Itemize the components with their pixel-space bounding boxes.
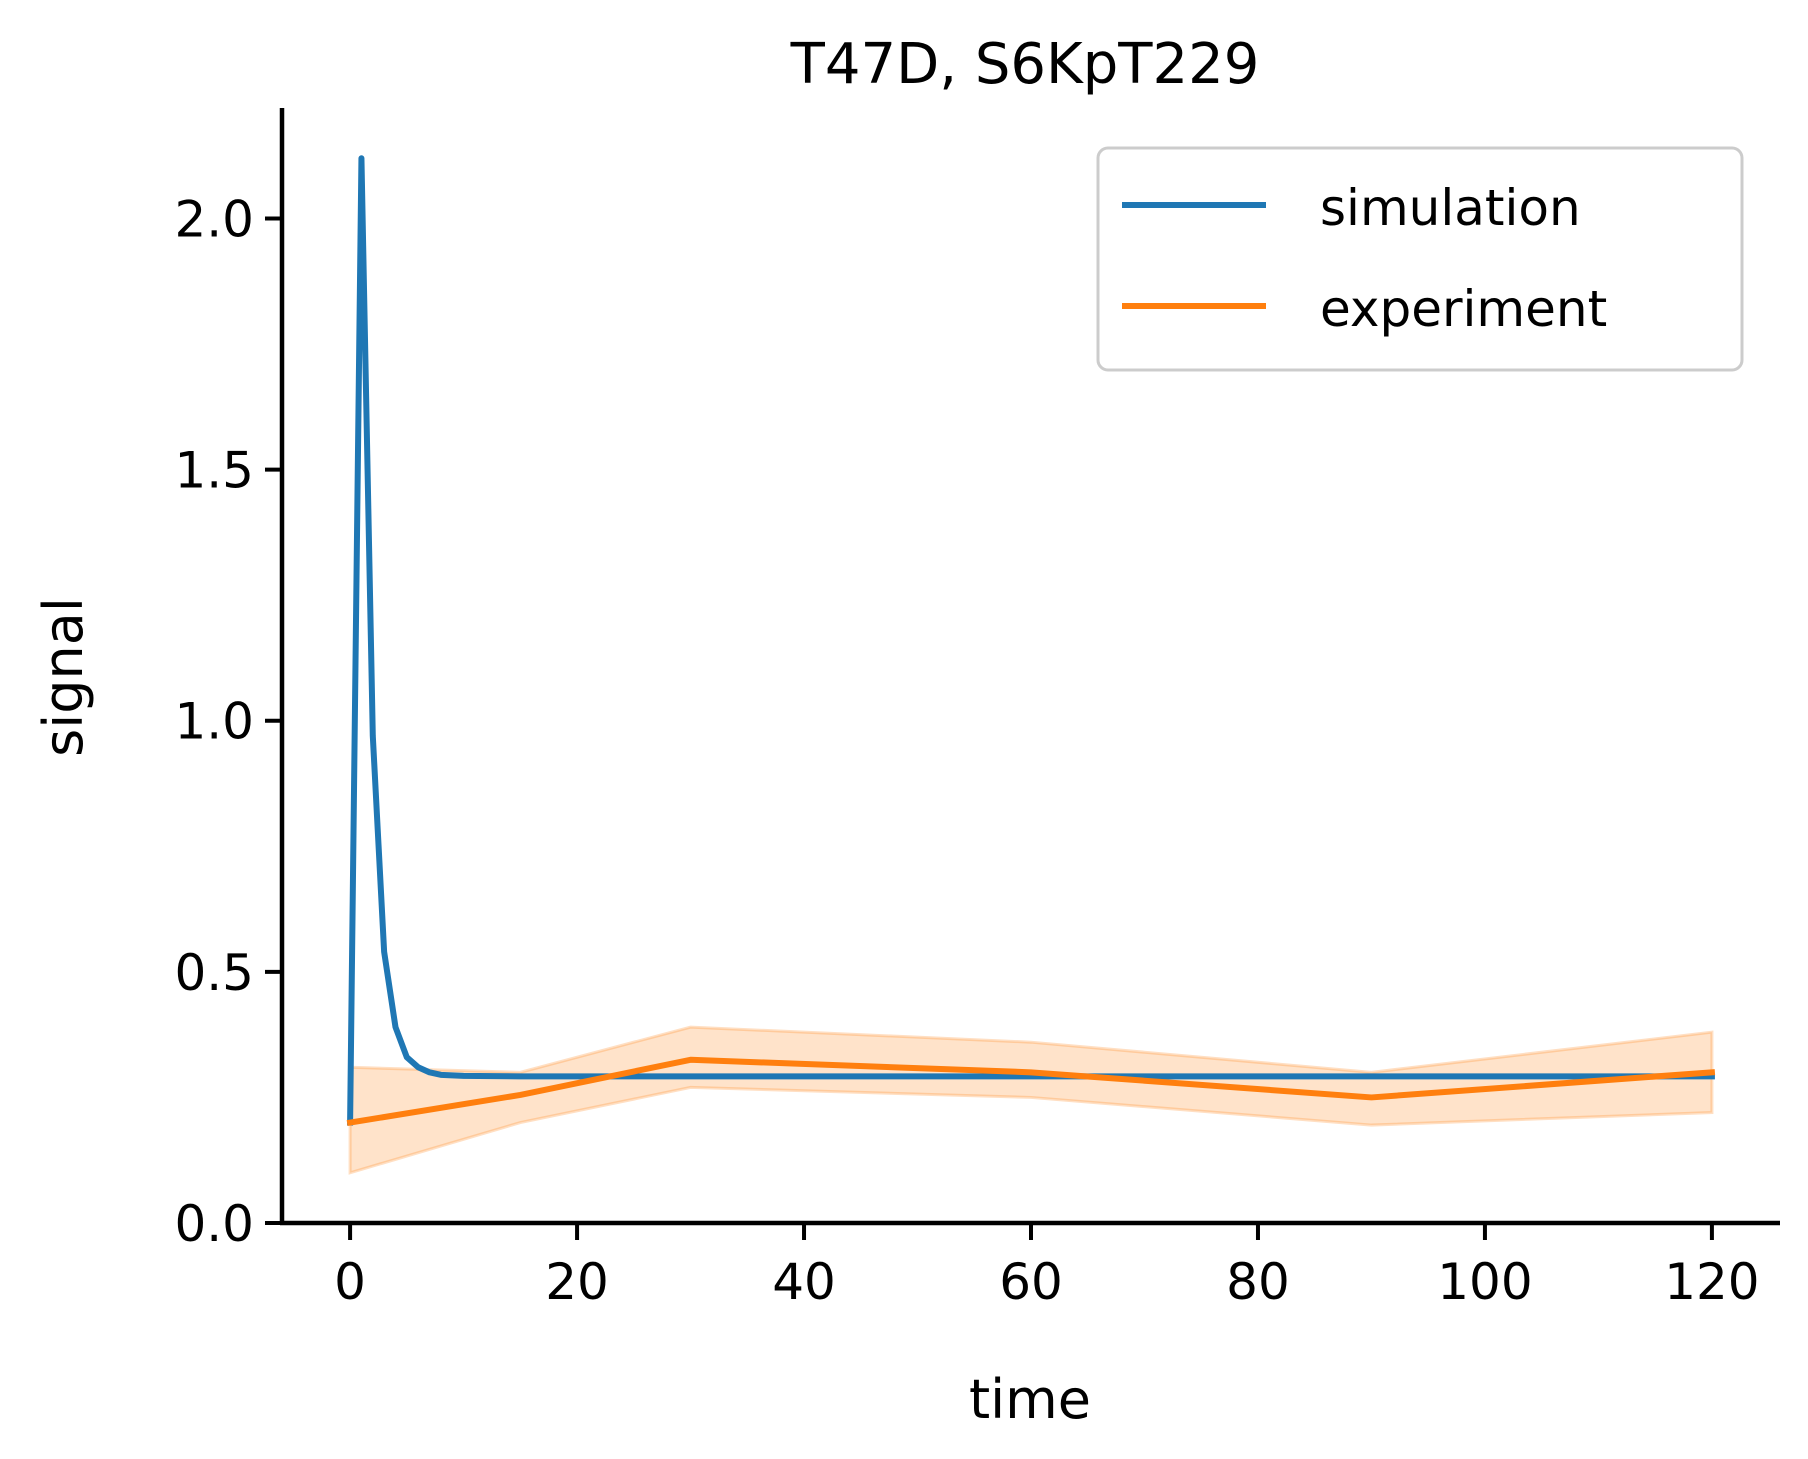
x-tick-label: 80: [1226, 1253, 1290, 1311]
x-tick-label: 40: [772, 1253, 836, 1311]
legend-label-experiment: experiment: [1320, 280, 1607, 338]
y-tick-label: 0.5: [174, 944, 254, 1002]
x-axis-label: time: [969, 1368, 1091, 1431]
legend: simulation experiment: [1096, 146, 1744, 372]
x-tick-label: 0: [334, 1253, 366, 1311]
y-tick-label: 1.5: [174, 442, 254, 500]
confidence-band-experiment: [348, 1025, 1714, 1175]
x-tick-label: 20: [545, 1253, 609, 1311]
y-axis-ticks: 0.0 0.5 1.0 1.5 2.0: [174, 190, 282, 1253]
y-axis-label: signal: [32, 597, 95, 757]
y-tick-label: 0.0: [174, 1195, 254, 1253]
plot-area: [346, 155, 1716, 1175]
y-tick-label: 1.0: [174, 693, 254, 751]
x-axis-ticks: 0 20 40 60 80 100 120: [334, 1223, 1760, 1311]
series-line-simulation: [347, 155, 1715, 1126]
confidence-band-layer: [348, 1025, 1714, 1175]
series-line-layer: [346, 155, 1716, 1126]
x-tick-label: 120: [1664, 1253, 1759, 1311]
chart-title: T47D, S6KpT229: [790, 32, 1260, 97]
series-line-experiment: [346, 1056, 1716, 1126]
y-tick-label: 2.0: [174, 190, 254, 248]
legend-label-simulation: simulation: [1320, 179, 1581, 237]
x-tick-label: 60: [999, 1253, 1063, 1311]
x-tick-label: 100: [1437, 1253, 1532, 1311]
